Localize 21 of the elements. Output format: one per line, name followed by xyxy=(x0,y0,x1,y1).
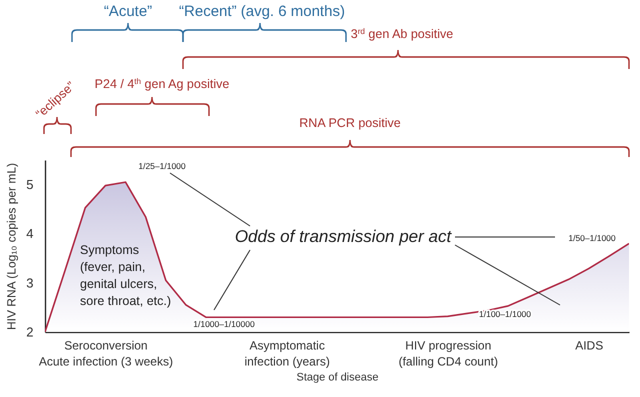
y-tick-label: 3 xyxy=(26,275,34,290)
annotation: 1/25–1/1000 xyxy=(138,161,186,171)
text: “Acute” xyxy=(104,3,152,20)
text: P24 / 4$^{th}$ gen Ag positive xyxy=(94,76,230,91)
text: 3$^{rd}$ gen Ab positive xyxy=(350,26,454,41)
x-tick-label: AIDS xyxy=(575,338,604,352)
x-tick-label: Asymptomatic infection (years) xyxy=(244,338,330,368)
y-tick-label: 4 xyxy=(26,226,34,242)
y-tick-label: 2 xyxy=(26,324,34,340)
x-tick-label: Seroconversion Acute infection (3 weeks) xyxy=(38,338,173,368)
annotation: Symptoms (fever, pain, genital ulcers, sore throat, etc.) xyxy=(80,243,172,308)
text: “Recent” (avg. 6 months) xyxy=(179,3,345,20)
annotation: Odds of transmission per act xyxy=(234,227,452,246)
text: RNA PCR positive xyxy=(299,116,401,130)
y-tick-label: 5 xyxy=(26,177,34,192)
x-tick-label: HIV progression (falling CD4 count) xyxy=(398,338,498,368)
y-axis-title: HIV RNA (Log₁₀ copies per mL) xyxy=(4,162,18,330)
x-axis-title: Stage of disease xyxy=(296,372,378,384)
annotation: 1/1000–1/10000 xyxy=(193,319,255,329)
annotation: 1/100–1/1000 xyxy=(479,309,532,319)
annotation: 1/50–1/1000 xyxy=(568,233,616,243)
